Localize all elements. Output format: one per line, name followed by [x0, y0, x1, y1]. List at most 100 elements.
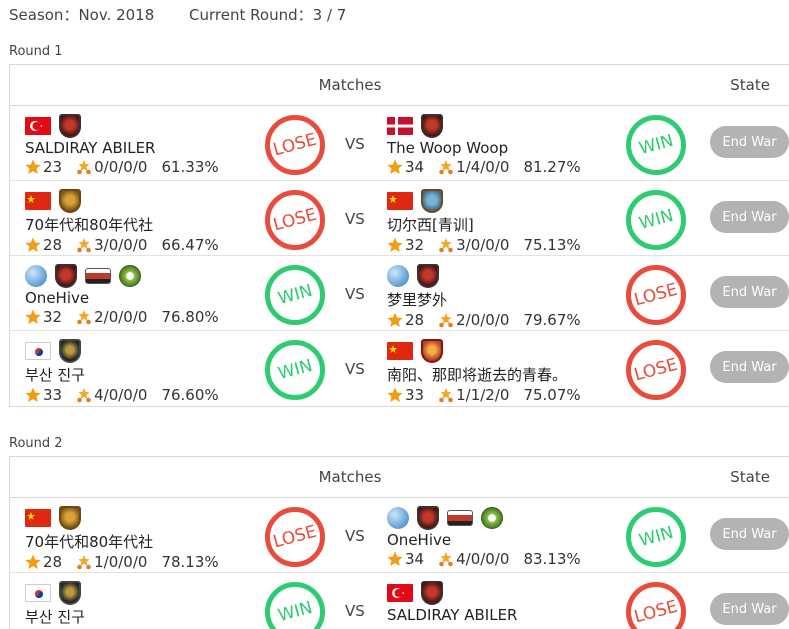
green-badge: [119, 265, 141, 287]
team-name[interactable]: OneHive: [25, 289, 90, 307]
star-icon: [387, 387, 403, 402]
team-badges: [387, 189, 595, 213]
team-right: The Woop Woop 34 1/4/0/0 81.27%: [387, 114, 595, 176]
team-stats: 28 2/0/0/0 79.67%: [387, 310, 595, 330]
vs-label: VS: [345, 210, 365, 228]
star-icon: [387, 312, 403, 327]
stars-group: 28: [25, 236, 62, 254]
star-icon: [25, 387, 41, 402]
destruction-percent: 81.27%: [523, 158, 581, 176]
result-label: LOSE: [632, 354, 680, 386]
korea-flag: [25, 342, 51, 360]
team-name[interactable]: 70年代和80年代社: [25, 216, 154, 234]
end-war-button[interactable]: End War: [710, 126, 789, 158]
end-war-button[interactable]: End War: [710, 351, 789, 383]
stars-value: 28: [43, 236, 63, 254]
orange-clan-badge: [421, 339, 443, 363]
dark-clan-badge: [59, 339, 81, 363]
globe-icon: [387, 507, 409, 529]
lose-stamp: LOSE: [626, 265, 686, 325]
team-name[interactable]: OneHive: [387, 531, 452, 549]
round-table: Matches State 70年代和80年代社 28 1/0/0/0 78.13% LOS…: [9, 456, 789, 629]
attacks-value: 4/0/0/0: [94, 386, 148, 404]
team-stats: 34 1/4/0/0 81.27%: [387, 157, 595, 177]
attacks-group: 2/0/0/0: [76, 308, 147, 326]
attack-stars-icon: [439, 238, 453, 253]
win-stamp: WIN: [265, 582, 325, 629]
team-stats: 32 3/0/0/0 75.13%: [387, 235, 595, 255]
team-left: 70年代和80年代社 28 1/0/0/0 78.13%: [25, 506, 233, 571]
attack-stars-icon: [439, 552, 453, 567]
stars-group: 23: [25, 158, 62, 176]
stars-value: 34: [405, 550, 425, 568]
vs-label: VS: [345, 285, 365, 303]
team-name[interactable]: 梦里梦外: [387, 291, 448, 309]
result-label: WIN: [636, 522, 676, 552]
stars-value: 33: [43, 386, 63, 404]
end-war-button[interactable]: End War: [710, 276, 789, 308]
team-badges: [25, 339, 233, 363]
stars-value: 33: [405, 386, 425, 404]
stars-group: 33: [25, 386, 62, 404]
star-icon: [387, 237, 403, 252]
result-label: WIN: [275, 355, 315, 385]
star-icon: [25, 554, 41, 569]
team-left: SALDIRAY ABILER 23 0/0/0/0 61.33%: [25, 114, 233, 176]
globe-icon: [25, 265, 47, 287]
season-label: Season：Nov. 2018: [9, 6, 155, 24]
destruction-percent: 83.13%: [523, 550, 581, 568]
team-name[interactable]: 70年代和80年代社: [25, 533, 154, 551]
end-war-button[interactable]: End War: [710, 201, 789, 233]
attack-stars-icon: [77, 310, 91, 325]
stars-value: 32: [405, 236, 425, 254]
attacks-group: 4/0/0/0: [438, 550, 509, 568]
vs-label: VS: [345, 527, 365, 545]
attacks-group: 1/1/2/0: [438, 386, 509, 404]
team-name[interactable]: 切尔西[青训]: [387, 216, 474, 234]
team-name[interactable]: 부산 진구: [25, 366, 85, 384]
matches-column-header: Matches: [318, 468, 382, 486]
attack-stars-icon: [439, 388, 453, 403]
korea-flag: [25, 584, 51, 602]
win-stamp: WIN: [265, 340, 325, 400]
team-name[interactable]: The Woop Woop: [387, 139, 509, 157]
stars-value: 34: [405, 158, 425, 176]
state-column-header: State: [730, 76, 770, 94]
end-war-button[interactable]: End War: [710, 593, 789, 625]
team-stats: 28 3/0/0/0 66.47%: [25, 235, 233, 255]
red-clan-badge: [417, 506, 439, 530]
team-right: 南阳、那即将逝去的青春。 33 1/1/2/0 75.07%: [387, 339, 595, 404]
stars-value: 28: [405, 311, 425, 329]
team-badges: [25, 506, 233, 530]
team-name[interactable]: 부산 진구: [25, 608, 85, 626]
red-clan-badge: [55, 264, 77, 288]
match-row: 부산 진구 WIN VS SALDIRAY ABILER LOSE End War: [10, 573, 789, 629]
team-badges: [25, 189, 233, 213]
team-name[interactable]: 南阳、那即将逝去的青春。: [387, 366, 568, 384]
blue-clan-badge: [421, 189, 443, 213]
attack-stars-icon: [77, 160, 91, 175]
match-row: SALDIRAY ABILER 23 0/0/0/0 61.33% LOSE VS The …: [10, 106, 789, 181]
attacks-group: 1/0/0/0: [76, 553, 147, 571]
end-war-button[interactable]: End War: [710, 518, 789, 550]
vs-label: VS: [345, 602, 365, 620]
match-row: 70年代和80年代社 28 1/0/0/0 78.13% LOSE VS OneHive 34…: [10, 498, 789, 573]
destruction-percent: 76.60%: [161, 386, 219, 404]
stars-value: 28: [43, 553, 63, 571]
destruction-percent: 75.13%: [523, 236, 581, 254]
red-clan-badge: [421, 581, 443, 605]
attacks-value: 3/0/0/0: [456, 236, 510, 254]
team-name[interactable]: SALDIRAY ABILER: [387, 606, 518, 624]
red-clan-badge: [421, 114, 443, 138]
team-badges: [25, 581, 85, 605]
star-icon: [25, 309, 41, 324]
team-stats: 23 0/0/0/0 61.33%: [25, 157, 233, 177]
dark-clan-badge: [59, 581, 81, 605]
stars-group: 28: [25, 553, 62, 571]
team-stats: 33 1/1/2/0 75.07%: [387, 385, 595, 405]
team-name[interactable]: SALDIRAY ABILER: [25, 139, 156, 157]
result-label: LOSE: [271, 204, 319, 236]
vs-label: VS: [345, 135, 365, 153]
state-column-header: State: [730, 468, 770, 486]
attack-stars-icon: [77, 238, 91, 253]
